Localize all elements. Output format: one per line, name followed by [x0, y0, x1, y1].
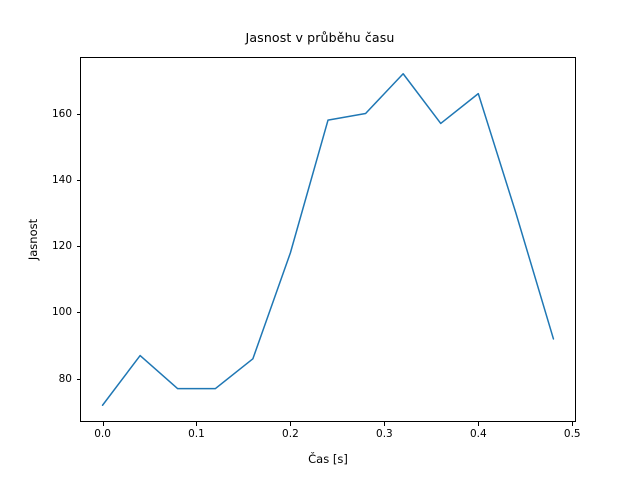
x-tick-label: 0.5 — [563, 428, 581, 440]
x-axis-label: Čas [s] — [308, 452, 348, 466]
chart-title: Jasnost v průběhu času — [245, 30, 395, 45]
y-tick-label: 120 — [51, 240, 72, 253]
y-tick-label: 100 — [51, 306, 72, 319]
y-tick-label: 160 — [51, 107, 72, 120]
data-line-series — [101, 72, 555, 407]
x-tick-label: 0.2 — [282, 428, 299, 440]
y-tick-mark — [76, 246, 80, 248]
y-tick-label: 80 — [58, 372, 72, 385]
series-line-jasnost — [101, 72, 555, 407]
y-tick-mark — [76, 378, 80, 380]
y-axis-label: Jasnost — [26, 218, 40, 261]
x-tick-mark — [196, 422, 198, 426]
x-tick-label: 0.3 — [376, 428, 393, 440]
axes-frame — [80, 57, 576, 422]
x-tick-mark — [572, 422, 574, 426]
x-tick-mark — [102, 422, 104, 426]
y-tick-mark — [76, 179, 80, 181]
x-tick-label: 0.0 — [94, 428, 111, 440]
y-tick-mark — [76, 312, 80, 314]
y-tick-mark — [76, 113, 80, 115]
x-tick-label: 0.4 — [469, 428, 487, 440]
x-tick-mark — [478, 422, 480, 426]
x-tick-mark — [290, 422, 292, 426]
plot-area — [76, 57, 576, 426]
x-tick-mark — [384, 422, 386, 426]
y-tick-label: 140 — [51, 173, 72, 186]
x-tick-label: 0.1 — [188, 428, 205, 440]
